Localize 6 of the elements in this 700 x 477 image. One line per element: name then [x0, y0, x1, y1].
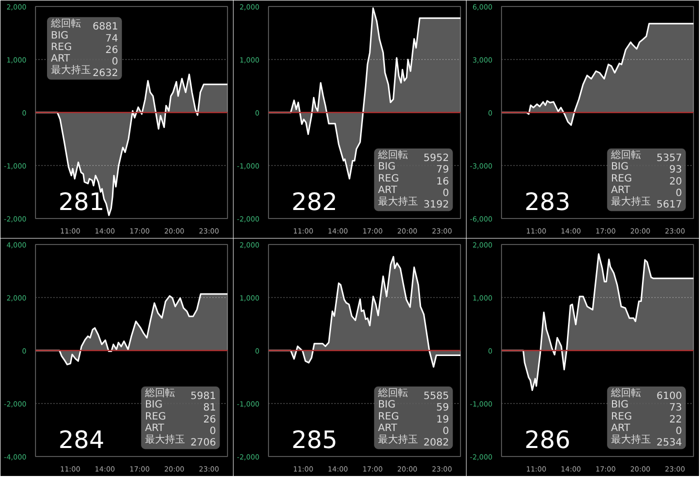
- text: 282: [292, 188, 338, 216]
- text: 286: [524, 426, 570, 454]
- text: 285: [292, 426, 338, 454]
- text: 281: [58, 188, 104, 216]
- text: 283: [524, 188, 570, 216]
- text: 284: [58, 426, 104, 454]
